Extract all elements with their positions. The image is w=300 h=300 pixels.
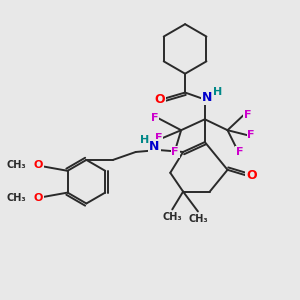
Text: N: N <box>149 140 160 152</box>
Text: H: H <box>140 135 149 145</box>
Text: CH₃: CH₃ <box>188 214 208 224</box>
Text: F: F <box>236 147 243 157</box>
Text: O: O <box>246 169 256 182</box>
Text: F: F <box>244 110 251 120</box>
Text: O: O <box>154 93 165 106</box>
Text: O: O <box>33 160 43 170</box>
Text: H: H <box>213 86 222 97</box>
Text: CH₃: CH₃ <box>7 160 26 170</box>
Text: CH₃: CH₃ <box>7 193 26 202</box>
Text: N: N <box>202 91 212 104</box>
Text: CH₃: CH₃ <box>162 212 182 222</box>
Text: F: F <box>155 133 162 143</box>
Text: F: F <box>248 130 255 140</box>
Text: F: F <box>172 147 179 157</box>
Text: O: O <box>33 193 43 202</box>
Text: F: F <box>151 113 158 123</box>
